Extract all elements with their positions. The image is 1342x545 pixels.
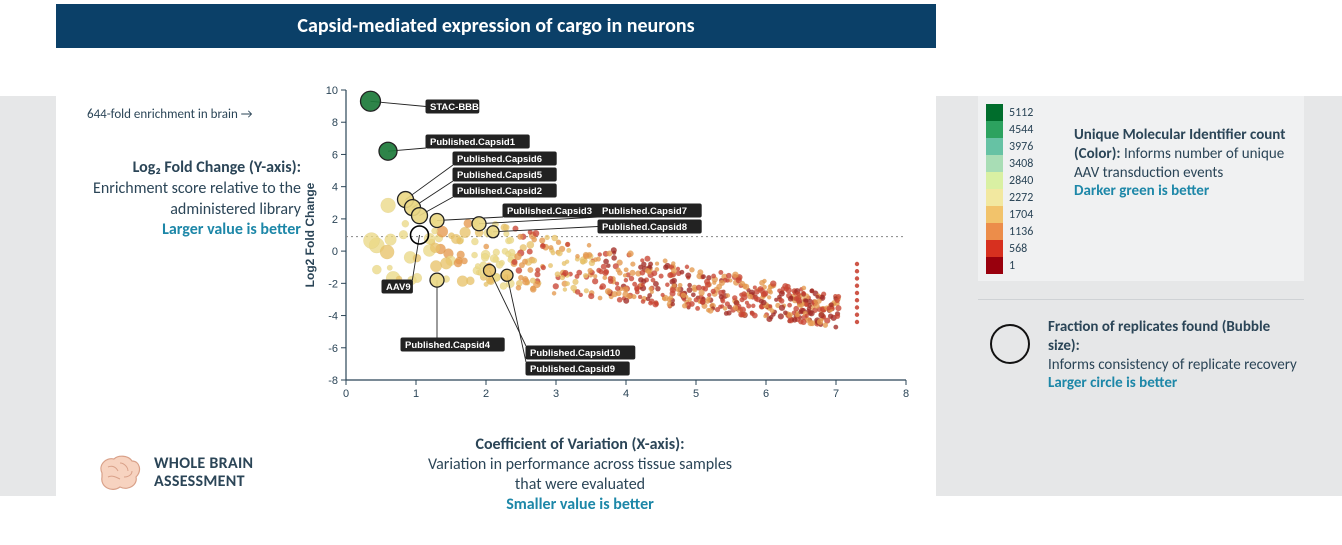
enrichment-text: 644-fold enrichment in brain → (87, 107, 253, 122)
scale-swatch (986, 104, 1003, 121)
brain-text: WHOLE BRAIN ASSESSMENT (154, 455, 253, 492)
size-legend: Fraction of replicates found (Bubble siz… (978, 318, 1304, 393)
svg-text:STAC-BBB: STAC-BBB (430, 102, 479, 113)
svg-text:Published.Capsid6: Published.Capsid6 (457, 154, 542, 165)
y-desc-heading: Log₂ Fold Change (Y-axis): (56, 158, 301, 179)
scale-row: 1 (986, 257, 1064, 274)
scale-row: 2840 (986, 172, 1064, 189)
y-desc-hint: Larger value is better (56, 220, 301, 241)
scale-value: 1136 (1009, 226, 1033, 238)
svg-text:6: 6 (332, 149, 338, 161)
svg-text:1: 1 (413, 388, 419, 400)
svg-text:7: 7 (833, 388, 839, 400)
scale-row: 1136 (986, 223, 1064, 240)
svg-text:0: 0 (332, 246, 338, 258)
scale-swatch (986, 223, 1003, 240)
brain-l1: WHOLE BRAIN (154, 455, 253, 473)
svg-text:Published.Capsid4: Published.Capsid4 (405, 340, 491, 351)
svg-text:2: 2 (483, 388, 489, 400)
svg-text:Published.Capsid2: Published.Capsid2 (457, 186, 542, 197)
brain-icon (94, 453, 142, 493)
svg-text:8: 8 (903, 388, 909, 400)
scale-row: 4544 (986, 121, 1064, 138)
size-legend-body: Informs consistency of replicate recover… (1048, 356, 1297, 374)
svg-text:4: 4 (623, 388, 629, 400)
svg-text:2: 2 (332, 214, 338, 226)
enrichment-note: 644-fold enrichment in brain → (87, 107, 253, 122)
size-legend-text: Fraction of replicates found (Bubble siz… (1048, 318, 1304, 393)
scale-row: 3408 (986, 155, 1064, 172)
svg-text:AAV9: AAV9 (386, 282, 411, 293)
scale-row: 3976 (986, 138, 1064, 155)
svg-text:Published.Capsid8: Published.Capsid8 (602, 222, 687, 233)
x-desc-heading: Coefficient of Variation (X-axis): (420, 435, 740, 455)
scatter-chart: 0 1 2 3 4 5 6 7 8 -8 -6 -4 -2 0 2 4 6 8 10 Log2 Fold Change… (306, 80, 920, 420)
svg-text:Published.Capsid7: Published.Capsid7 (602, 206, 687, 217)
brain-l2: ASSESSMENT (154, 473, 253, 491)
scale-row: 5112 (986, 104, 1064, 121)
scale-value: 3976 (1009, 141, 1033, 153)
color-legend-text: Unique Molecular Identifier count (Color… (1074, 104, 1294, 271)
scale-value: 568 (1009, 243, 1027, 255)
svg-text:0: 0 (343, 388, 349, 400)
svg-text:3: 3 (553, 388, 559, 400)
size-legend-heading: Fraction of replicates found (Bubble siz… (1048, 318, 1270, 355)
scale-value: 1 (1009, 260, 1015, 272)
size-legend-hint: Larger circle is better (1048, 374, 1177, 392)
color-scale: 5112 4544 3976 3408 2840 2272 1704 1136 568 1 (986, 104, 1064, 271)
scale-swatch (986, 257, 1003, 274)
legend-divider (978, 299, 1304, 300)
color-legend-hint: Darker green is better (1074, 182, 1209, 200)
brain-assessment-label: WHOLE BRAIN ASSESSMENT (94, 453, 253, 493)
scale-value: 1704 (1009, 209, 1033, 221)
scale-value: 5112 (1009, 107, 1033, 119)
svg-text:Published.Capsid9: Published.Capsid9 (530, 364, 615, 375)
scale-swatch (986, 206, 1003, 223)
svg-text:Log2 Fold Change: Log2 Fold Change (303, 182, 317, 287)
svg-text:6: 6 (763, 388, 769, 400)
x-desc-hint: Smaller value is better (420, 495, 740, 515)
svg-text:Published.Capsid3: Published.Capsid3 (507, 206, 592, 217)
scale-swatch (986, 138, 1003, 155)
svg-text:-6: -6 (328, 343, 338, 355)
svg-text:Published.Capsid5: Published.Capsid5 (457, 170, 543, 181)
y-axis-description: Log₂ Fold Change (Y-axis): Enrichment sc… (56, 158, 301, 241)
panel-title: Capsid-mediated expression of cargo in n… (56, 4, 936, 48)
scale-value: 2272 (1009, 192, 1033, 204)
scale-swatch (986, 155, 1003, 172)
scale-value: 4544 (1009, 124, 1033, 136)
scale-swatch (986, 121, 1003, 138)
svg-text:10: 10 (326, 85, 338, 97)
x-desc-body: Variation in performance across tissue s… (420, 455, 740, 495)
scale-swatch (986, 172, 1003, 189)
scale-value: 2840 (1009, 175, 1033, 187)
x-axis-description: Coefficient of Variation (X-axis): Varia… (420, 435, 740, 515)
svg-text:Published.Capsid10: Published.Capsid10 (530, 348, 620, 359)
svg-text:4: 4 (332, 182, 338, 194)
y-desc-body: Enrichment score relative to the adminis… (56, 179, 301, 221)
svg-text:8: 8 (332, 117, 338, 129)
scale-swatch (986, 240, 1003, 257)
svg-text:Published.Capsid1: Published.Capsid1 (430, 137, 516, 148)
scale-value: 3408 (1009, 158, 1033, 170)
scale-row: 2272 (986, 189, 1064, 206)
svg-text:5: 5 (693, 388, 699, 400)
size-legend-circle-icon (990, 324, 1030, 364)
svg-text:-8: -8 (328, 375, 338, 387)
svg-text:-4: -4 (328, 311, 338, 323)
scatter-svg: 0 1 2 3 4 5 6 7 8 -8 -6 -4 -2 0 2 4 6 8 10 Log2 Fold Change… (306, 80, 920, 420)
scale-row: 1704 (986, 206, 1064, 223)
scale-swatch (986, 189, 1003, 206)
scale-row: 568 (986, 240, 1064, 257)
color-legend: 5112 4544 3976 3408 2840 2272 1704 1136 568 1 Uni… (978, 96, 1304, 281)
svg-text:-2: -2 (328, 278, 338, 290)
